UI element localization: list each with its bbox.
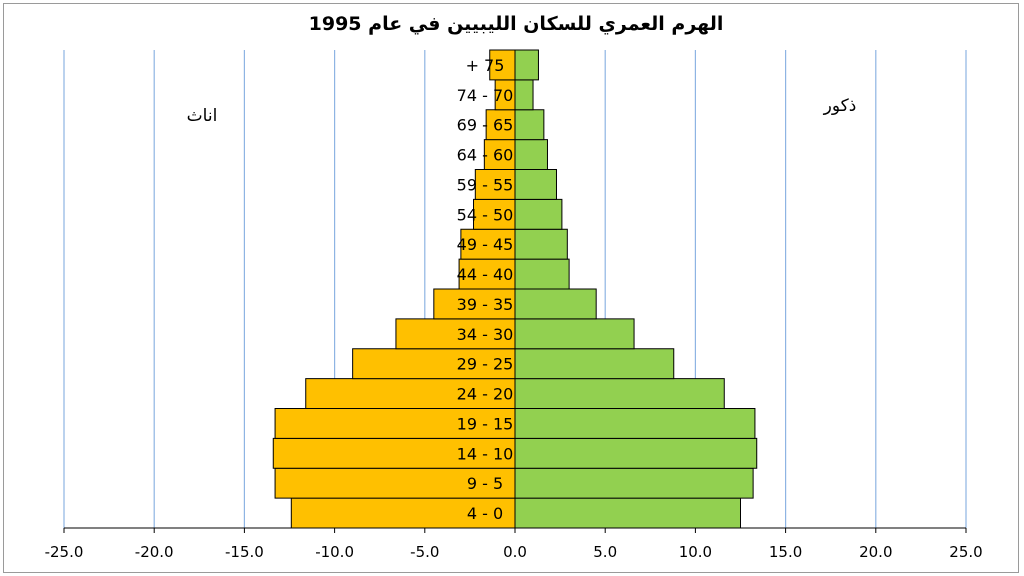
legend-label-females: اناث xyxy=(187,106,218,126)
category-labels: 4 - 0 9 - 5 14 - 10 19 - 15 24 - 20 29 - 25 34… xyxy=(457,56,514,523)
bar-female-9 xyxy=(460,228,516,260)
age-group-label: 4 - 0 xyxy=(467,504,503,523)
age-group-label: 59 - 55 xyxy=(457,175,514,194)
x-tick-label: -20.0 xyxy=(135,543,174,561)
age-group-label: 69 - 65 xyxy=(457,116,514,135)
age-group-label: 19 - 15 xyxy=(457,414,514,433)
bar-female-4 xyxy=(305,378,516,409)
x-tick-label: 20.0 xyxy=(859,543,892,561)
x-tick-label: -25.0 xyxy=(45,543,84,561)
x-tick-label: -5.0 xyxy=(410,543,439,561)
bar-female-2 xyxy=(272,437,516,469)
legend-label-males: ذكور xyxy=(823,96,857,116)
bar-male-0 xyxy=(514,497,741,529)
bar-female-7 xyxy=(433,288,516,320)
age-group-label: 54 - 50 xyxy=(457,205,514,224)
age-group-label: 74 - 70 xyxy=(457,86,514,105)
age-group-label: 29 - 25 xyxy=(457,355,514,374)
bar-female-0 xyxy=(290,497,516,529)
bar-male-10 xyxy=(514,198,563,230)
age-group-label: 49 - 45 xyxy=(457,235,514,254)
x-tick-label: 15.0 xyxy=(769,543,802,561)
bar-female-1 xyxy=(274,467,516,499)
bar-male-12 xyxy=(514,139,548,170)
bar-male-1 xyxy=(514,467,754,499)
bar-male-11 xyxy=(514,169,557,200)
chart-frame xyxy=(3,3,1019,573)
age-group-label: 39 - 35 xyxy=(457,295,514,314)
bar-male-3 xyxy=(514,408,756,439)
age-group-label: 14 - 10 xyxy=(457,444,514,463)
bar-male-2 xyxy=(514,437,758,469)
age-group-label: 44 - 40 xyxy=(457,265,514,284)
x-tick-label: 10.0 xyxy=(679,543,712,561)
x-tick-label: -15.0 xyxy=(225,543,264,561)
x-axis-ticks: -25.0 -20.0 -15.0 -10.0 -5.0 0.0 5.0 10.0 15.0 20… xyxy=(45,528,983,561)
bar-male-5 xyxy=(514,348,675,380)
bars xyxy=(272,49,758,529)
x-tick-label: 5.0 xyxy=(593,543,617,561)
x-tick-label: -10.0 xyxy=(315,543,354,561)
bar-male-14 xyxy=(514,79,534,111)
bar-male-4 xyxy=(514,378,725,409)
age-group-label: 64 - 60 xyxy=(457,146,514,165)
age-group-label: 9 - 5 xyxy=(467,474,503,493)
x-tick-label: 0.0 xyxy=(503,543,527,561)
bar-female-3 xyxy=(274,408,516,439)
age-group-label: 34 - 30 xyxy=(457,325,514,344)
bar-female-12 xyxy=(483,139,516,170)
age-group-label: + 75 xyxy=(466,56,505,75)
bar-male-13 xyxy=(514,109,545,141)
bar-female-11 xyxy=(474,169,516,200)
bar-female-15 xyxy=(489,49,516,81)
bar-male-6 xyxy=(514,318,635,350)
bar-male-9 xyxy=(514,228,568,260)
bar-male-15 xyxy=(514,49,539,81)
chart-title: الهرم العمري للسكان الليبيين في عام 1995 xyxy=(309,13,724,36)
bar-male-8 xyxy=(514,258,570,290)
bar-male-7 xyxy=(514,288,597,320)
x-tick-label: 25.0 xyxy=(949,543,982,561)
age-group-label: 24 - 20 xyxy=(457,385,514,404)
